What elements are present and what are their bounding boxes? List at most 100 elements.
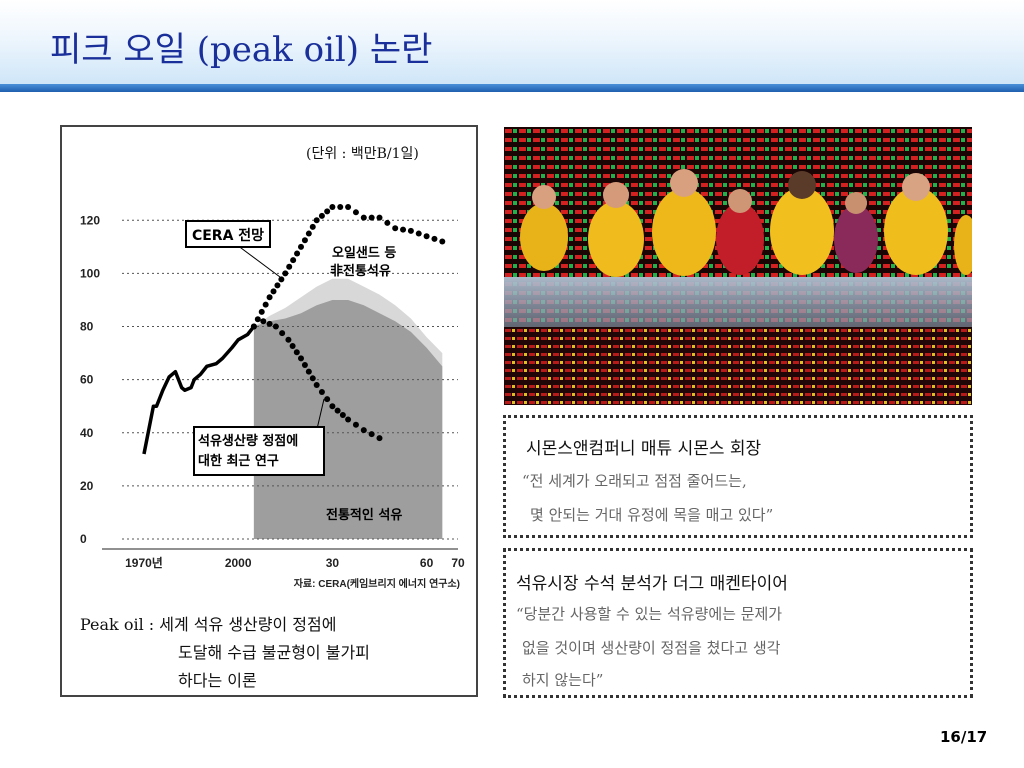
quote-mcintyre-line-2: 없을 것이며 생산량이 정점을 쳤다고 생각 [522, 639, 781, 657]
quote-simmons-line-2: 몇 안되는 거대 유정에 목을 매고 있다” [530, 506, 774, 524]
x-tick-label-0: 1970년 [125, 556, 163, 570]
quote-simmons-line-1: “전 세계가 오래되고 점점 줄어드는, [522, 472, 747, 490]
cera-leader [236, 244, 281, 278]
series-1-dot [266, 294, 273, 301]
series-1-dot [274, 282, 281, 289]
x-tick-label-1: 2000 [225, 556, 252, 570]
series-1-dot [329, 204, 336, 210]
series-2-dot [301, 362, 308, 369]
definition-line-2: 도달해 수급 불균형이 불가피 [178, 643, 370, 662]
study-leader [316, 398, 325, 430]
y-tick-label-3: 60 [80, 373, 94, 387]
cera-callout-box [185, 220, 271, 248]
series-2-dot [339, 412, 346, 419]
series-1-dot [254, 316, 261, 323]
y-tick-label-4: 80 [80, 320, 94, 334]
chart-source: 자료: CERA(케임브리지 에너지 연구소) [294, 577, 460, 590]
series-2-dot [266, 320, 273, 327]
series-1-dot [313, 217, 320, 224]
y-tick-label-1: 20 [80, 479, 94, 493]
annotation-study-2: 대한 최근 연구 [198, 453, 279, 469]
quote-mcintyre-line-3: 하지 않는다” [522, 671, 604, 689]
series-2-dot [324, 396, 331, 403]
series-2-dot [260, 318, 267, 325]
series-1-dot [282, 270, 289, 277]
series-2-dot [272, 323, 279, 330]
trading-floor-image [504, 127, 972, 405]
quote-mcintyre-line-1: “당분간 사용할 수 있는 석유량에는 문제가 [516, 605, 783, 623]
series-1-dot [278, 276, 285, 283]
series-1-dot [345, 204, 352, 210]
quote-simmons-speaker: 시몬스앤컴퍼니 매튜 시몬스 회장 [526, 439, 762, 459]
series-1-dot [360, 214, 367, 221]
annotation-cera: CERA 전망 [192, 227, 264, 244]
series-2-dot [309, 375, 316, 382]
series-2-dot [293, 349, 300, 356]
y-tick-label-2: 40 [80, 426, 94, 440]
series-1-dot [376, 214, 383, 221]
definition-line-3: 하다는 이론 [178, 671, 257, 690]
slide-title: 피크 오일 (peak oil) 논란 [50, 30, 433, 70]
series-1-dot [439, 238, 446, 245]
unit-note: (단위 : 백만B/1일) [306, 146, 419, 162]
series-1-dot [270, 288, 277, 295]
series-2-dot [334, 407, 341, 414]
y-tick-label-6: 120 [80, 213, 100, 227]
series-1-dot [337, 204, 344, 210]
annotation-conventional: 전통적인 석유 [326, 507, 402, 523]
series-1-dot [415, 230, 422, 237]
series-2-dot [279, 330, 286, 337]
header-bar [0, 84, 1024, 92]
series-1-dot [400, 226, 407, 233]
series-1-dot [423, 233, 430, 240]
study-callout-box [193, 426, 325, 476]
series-1-dot [407, 227, 414, 234]
series-2-dot [305, 368, 312, 375]
page-number: 16/17 [940, 728, 988, 746]
series-2-dot [318, 389, 325, 396]
series-1-dot [318, 212, 325, 219]
quote-simmons: 시몬스앤컴퍼니 매튜 시몬스 회장 “전 세계가 오래되고 점점 줄어드는, 몇… [503, 415, 973, 538]
series-1-dot [262, 301, 269, 308]
series-1-dot [301, 237, 308, 244]
series-2-dot [313, 381, 320, 388]
series-1-dot [392, 225, 399, 232]
series-1-dot [294, 250, 301, 257]
series-2-dot [297, 355, 304, 362]
series-line-0 [142, 325, 256, 455]
quote-mcintyre: 석유시장 수석 분석가 더그 매켄타이어 “당분간 사용할 수 있는 석유량에는… [503, 548, 973, 698]
trading-floor-photo [504, 127, 972, 405]
series-1-dot [286, 263, 293, 270]
x-tick-label-4: 70 [451, 556, 465, 570]
series-1-dot [324, 208, 331, 215]
series-1-dot [309, 223, 316, 230]
series-2-dot [329, 403, 336, 410]
oil-production-chart: 0 20 40 60 80 100 120 1970년 2000 30 60 70 자료: CERA(케… [80, 204, 465, 590]
definition-line-1: Peak oil : 세계 석유 생산량이 정점에 [80, 615, 337, 634]
series-2-dot [289, 342, 296, 349]
series-2-dot [250, 323, 257, 330]
slide-header [0, 0, 1024, 84]
series-1-dot [290, 257, 297, 264]
series-1-dot [297, 243, 304, 250]
series-2-dot [285, 336, 292, 343]
series-1-dot [431, 235, 438, 242]
series-1-dot [258, 308, 265, 315]
series-2-dot [368, 431, 375, 438]
series-2-dot [360, 427, 367, 434]
series-1-dot [384, 219, 391, 226]
chart-panel: (단위 : 백만B/1일) 0 20 40 60 80 100 120 1970년 2000 30… [60, 125, 478, 697]
series-2-dot [345, 416, 352, 423]
quote-mcintyre-speaker: 석유시장 수석 분석가 더그 매켄타이어 [516, 574, 788, 594]
series-1-dot [352, 209, 359, 216]
x-tick-label-3: 60 [420, 556, 434, 570]
traders-group [520, 169, 972, 277]
series-2-dot [352, 421, 359, 428]
y-tick-label-0: 0 [80, 532, 87, 546]
annotation-study-1: 석유생산량 정점에 [198, 433, 298, 449]
annotation-unconventional-1: 오일샌드 등 [332, 246, 396, 261]
y-tick-label-5: 100 [80, 266, 100, 280]
series-1-dot [368, 214, 375, 221]
x-tick-label-2: 30 [326, 556, 340, 570]
series-1-dot [305, 230, 312, 237]
